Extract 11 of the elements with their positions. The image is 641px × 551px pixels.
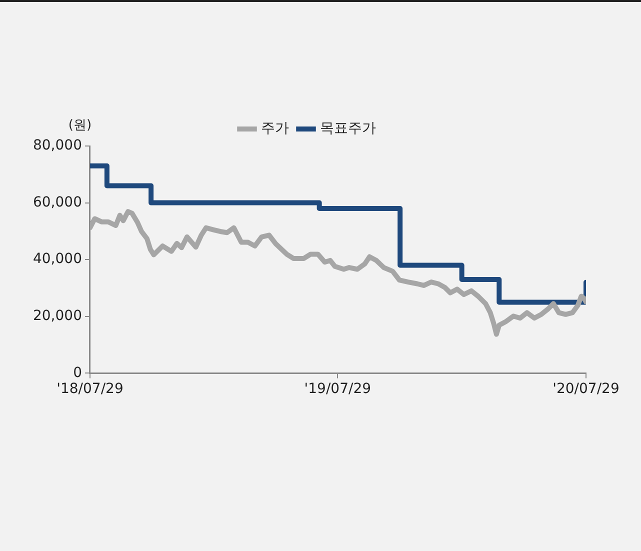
y-tick-label: 0 <box>73 364 82 381</box>
x-tick-label: '20/07/29 <box>552 381 620 398</box>
y-tick-label: 20,000 <box>32 308 82 324</box>
legend-label: 목표주가 <box>320 120 376 137</box>
y-tick-label: 40,000 <box>32 251 82 268</box>
legend-label: 주가 <box>261 120 289 137</box>
y-tick-label: 60,000 <box>32 194 82 210</box>
x-tick-label: '18/07/29 <box>56 381 124 398</box>
x-tick-label: '19/07/29 <box>304 381 372 398</box>
y-tick-label: 80,000 <box>32 138 82 154</box>
y-axis-title: (원) <box>68 118 92 133</box>
